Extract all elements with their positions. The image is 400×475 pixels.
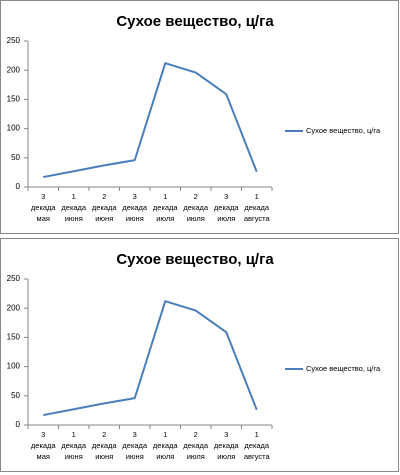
chart-title: Сухое вещество, ц/га (116, 251, 274, 268)
x-tick-label-line: декада (153, 441, 179, 450)
x-tick-label-line: декада (244, 441, 270, 450)
y-tick-label: 150 (7, 333, 21, 342)
x-tick-label-line: 3 (41, 430, 45, 439)
x-tick-label-line: декада (92, 441, 118, 450)
x-tick-label-line: июля (156, 452, 174, 461)
x-tick-label: 1 декада июня (61, 430, 87, 461)
x-tick-label-line: июля (187, 452, 205, 461)
x-tick-label-line: декада (122, 441, 148, 450)
chart-title: Сухое вещество, ц/га (116, 13, 274, 30)
x-tick-label: 1 декада июня (61, 192, 87, 223)
x-tick-label-line: июня (65, 452, 83, 461)
chart: Сухое вещество, ц/га 0 50 100 150 200 250 3 дека… (0, 238, 399, 472)
x-tick-label-line: августа (244, 214, 271, 223)
y-tick-label: 50 (11, 391, 20, 400)
x-tick-label-line: августа (244, 452, 271, 461)
legend-label: Сухое вещество, ц/га (306, 126, 381, 135)
x-tick-label-line: декада (244, 203, 270, 212)
x-tick-label-line: декада (153, 203, 179, 212)
y-tick-label: 50 (11, 153, 20, 162)
x-tick-label: 1 декада июля (153, 430, 179, 461)
x-tick-label-line: 1 (163, 430, 167, 439)
chart: Сухое вещество, ц/га 0 50 100 150 200 250 3 дека… (0, 0, 399, 234)
x-tick-label-line: 2 (102, 430, 106, 439)
x-tick-label-line: 2 (194, 430, 198, 439)
x-tick-label-line: июня (95, 214, 113, 223)
x-tick-label-line: декада (31, 441, 57, 450)
x-tick-label-line: июля (156, 214, 174, 223)
x-tick-label-line: июня (126, 452, 144, 461)
x-tick-label-line: 1 (72, 430, 76, 439)
y-tick-label: 150 (7, 95, 21, 104)
data-line (43, 300, 258, 417)
x-tick-label-line: декада (214, 203, 240, 212)
x-tick-label-line: июля (217, 214, 235, 223)
x-tick-label-line: 2 (194, 192, 198, 201)
x-tick-label-line: 3 (133, 430, 137, 439)
x-tick-label-line: июля (187, 214, 205, 223)
y-tick-label: 250 (7, 274, 21, 283)
x-tick-label: 3 декада мая (31, 430, 57, 461)
y-tick-label: 200 (7, 65, 21, 74)
x-tick-label-line: 1 (72, 192, 76, 201)
x-tick-label: 2 декада июля (183, 430, 209, 461)
x-tick-label-line: мая (37, 452, 50, 461)
x-tick-label: 2 декада июля (183, 192, 209, 223)
x-tick-label-line: декада (122, 203, 148, 212)
x-tick-label: 3 декада июня (122, 430, 148, 461)
x-tick-label-line: декада (183, 203, 209, 212)
x-tick-label-line: июня (95, 452, 113, 461)
y-tick-label: 100 (7, 124, 21, 133)
x-tick-label: 2 декада июня (92, 430, 118, 461)
x-tick-label-line: 3 (41, 192, 45, 201)
x-tick-label: 1 декада августа (244, 192, 271, 223)
x-tick-label-line: 1 (163, 192, 167, 201)
y-tick-label: 200 (7, 303, 21, 312)
x-tick-label: 1 декада августа (244, 430, 271, 461)
x-tick-label: 1 декада июля (153, 192, 179, 223)
x-tick-label-line: декада (31, 203, 57, 212)
x-tick-label-line: 3 (224, 430, 228, 439)
x-tick-label-line: 3 (224, 192, 228, 201)
x-tick-label: 3 декада июня (122, 192, 148, 223)
y-tick-label: 250 (7, 36, 21, 45)
x-tick-label-line: 1 (255, 192, 259, 201)
x-tick-label-line: 1 (255, 430, 259, 439)
x-tick-label-line: декада (214, 441, 240, 450)
x-tick-label-line: июня (65, 214, 83, 223)
x-tick-label: 2 декада июня (92, 192, 118, 223)
x-tick-label-line: декада (183, 441, 209, 450)
x-tick-label-line: декада (61, 203, 87, 212)
y-tick-label: 100 (7, 362, 21, 371)
x-tick-label: 3 декада мая (31, 192, 57, 223)
x-tick-label: 3 декада июля (214, 430, 240, 461)
x-tick-label-line: декада (92, 203, 118, 212)
chart-frame (0, 0, 399, 234)
y-tick-label: 0 (16, 182, 21, 191)
x-tick-label-line: 3 (133, 192, 137, 201)
x-tick-label-line: июля (217, 452, 235, 461)
data-line (43, 62, 258, 179)
x-tick-label: 3 декада июля (214, 192, 240, 223)
x-tick-label-line: 2 (102, 192, 106, 201)
x-tick-label-line: декада (61, 441, 87, 450)
x-tick-label-line: июня (126, 214, 144, 223)
y-tick-label: 0 (16, 420, 21, 429)
legend-label: Сухое вещество, ц/га (306, 364, 381, 373)
chart-frame (0, 238, 399, 472)
x-tick-label-line: мая (37, 214, 50, 223)
